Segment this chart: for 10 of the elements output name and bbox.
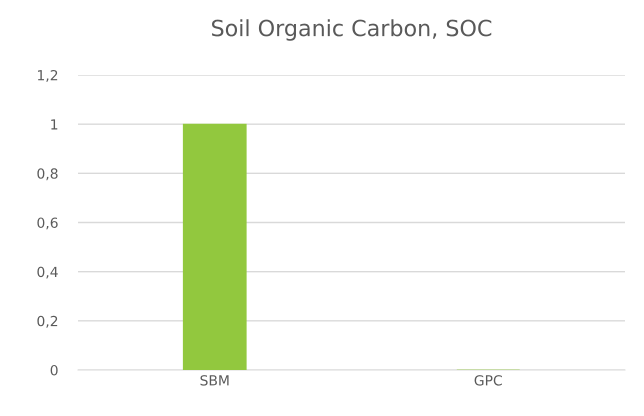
y-tick-label: 1,2 — [38, 70, 58, 82]
y-tick-label: 0 — [50, 364, 58, 376]
y-tick-label: 0,8 — [37, 168, 58, 180]
y-tick-label: 0,6 — [37, 217, 58, 230]
y-tick-label: 0,2 — [37, 316, 58, 328]
x-tick-label: GPC — [474, 375, 502, 386]
x-tick-label: SBM — [200, 375, 229, 386]
y-tick-label: 1 — [51, 119, 58, 130]
chart-title: Soil Organic Carbon, SOC — [212, 19, 492, 41]
y-tick-label: 0,4 — [37, 266, 58, 279]
